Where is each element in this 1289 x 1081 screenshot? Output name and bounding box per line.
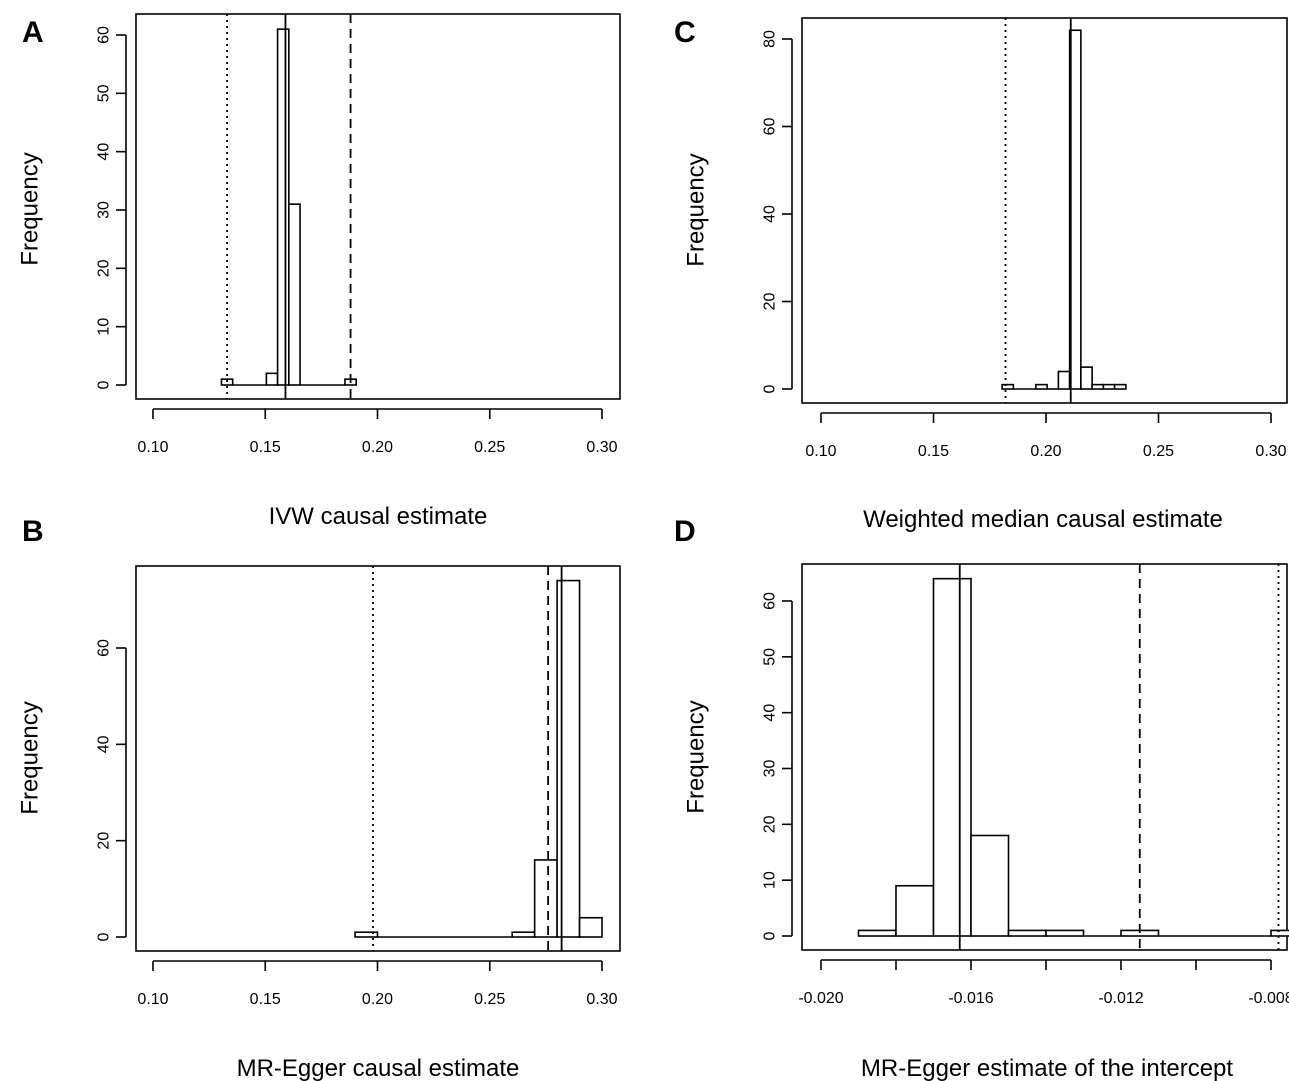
x-tick-label: 0.30 <box>586 439 617 456</box>
histogram-bar <box>511 931 536 938</box>
panel-c-histogram: C 0.10 0.15 0.20 0.25 0.30 0 20 40 60 80 Weighted … <box>674 16 1288 533</box>
histogram-bar <box>1045 929 1085 937</box>
histogram-bar <box>1080 366 1093 390</box>
y-tick-label: 20 <box>96 259 113 277</box>
y-tick-label: 30 <box>96 201 113 219</box>
plot-frame <box>135 565 621 952</box>
y-tick-label: 60 <box>96 639 113 657</box>
plot-frame <box>801 17 1288 404</box>
panel-d-histogram: D -0.020 -0.016 -0.012 -0.008 0 10 20 30 40 50 60 M… <box>674 515 1289 1081</box>
y-tick-label: 50 <box>762 648 779 666</box>
histogram-bar <box>354 931 379 938</box>
y-tick-label: 40 <box>762 205 779 223</box>
y-tick-label: 10 <box>96 318 113 336</box>
x-tick-label: 0.25 <box>474 439 505 456</box>
histogram-bar <box>556 579 581 938</box>
panel-letter-d: D <box>674 515 696 548</box>
y-tick-label: 0 <box>762 931 779 940</box>
y-tick-label: 40 <box>96 735 113 753</box>
x-axis-label: MR-Egger causal estimate <box>237 1055 520 1081</box>
histogram-bar <box>1113 383 1127 390</box>
histogram-bar <box>578 916 603 938</box>
y-tick-label: 0 <box>762 384 779 393</box>
histogram-bar <box>970 834 1010 937</box>
x-tick-label: 0.15 <box>918 443 949 460</box>
plot-frame <box>135 13 621 400</box>
histogram-bar <box>1001 383 1015 390</box>
x-tick-label: 0.15 <box>250 439 281 456</box>
histogram-bar <box>288 203 301 386</box>
y-tick-label: 20 <box>762 293 779 311</box>
y-tick-label: 40 <box>96 143 113 161</box>
x-tick-label: -0.012 <box>1098 990 1143 1007</box>
histogram-bar <box>932 577 972 937</box>
x-tick-label: 0.30 <box>1255 443 1286 460</box>
y-tick-label: 60 <box>96 26 113 44</box>
y-tick-label: 60 <box>762 592 779 610</box>
y-tick-label: 20 <box>762 815 779 833</box>
x-axis-label: MR-Egger estimate of the intercept <box>861 1055 1233 1081</box>
panel-b-histogram: B 0.10 0.15 0.20 0.25 0.30 0 20 40 60 MR-Egger ca… <box>17 515 621 1081</box>
x-tick-label: 0.30 <box>586 991 617 1008</box>
histogram-bar <box>895 884 935 937</box>
y-tick-label: 0 <box>96 932 113 941</box>
y-tick-label: 20 <box>96 832 113 850</box>
x-tick-label: 0.10 <box>805 443 836 460</box>
y-axis-label: Frequency <box>683 700 710 813</box>
x-tick-label: 0.25 <box>1143 443 1174 460</box>
panel-letter-c: C <box>674 16 696 49</box>
x-tick-label: -0.020 <box>798 990 843 1007</box>
histogram-bar <box>220 378 234 386</box>
x-axis-label: IVW causal estimate <box>269 503 488 530</box>
y-tick-label: 30 <box>762 760 779 778</box>
y-axis-label: Frequency <box>683 153 710 266</box>
x-tick-label: 0.20 <box>1030 443 1061 460</box>
x-tick-label: 0.10 <box>137 991 168 1008</box>
histogram-bar <box>265 372 279 386</box>
panel-a-histogram: A 0.10 0.15 0.20 0.25 0.30 0 10 20 30 40 50 60 IVW c… <box>17 13 621 530</box>
histogram-bar <box>276 28 290 386</box>
histogram-bar <box>1270 929 1289 937</box>
histogram-bar <box>1057 370 1071 390</box>
panel-letter-a: A <box>22 16 44 49</box>
x-tick-label: 0.20 <box>362 991 393 1008</box>
y-axis-label: Frequency <box>17 701 44 814</box>
y-tick-label: 0 <box>96 380 113 389</box>
y-tick-label: 80 <box>762 30 779 48</box>
panel-letter-b: B <box>22 515 44 548</box>
x-tick-label: -0.008 <box>1248 990 1289 1007</box>
x-tick-label: 0.20 <box>362 439 393 456</box>
y-tick-label: 50 <box>96 84 113 102</box>
y-tick-label: 10 <box>762 871 779 889</box>
histogram-bar <box>1035 383 1048 390</box>
histogram-bar <box>1102 383 1116 390</box>
x-tick-label: -0.016 <box>948 990 993 1007</box>
y-tick-label: 60 <box>762 118 779 136</box>
y-tick-label: 40 <box>762 704 779 722</box>
histogram-bar <box>533 859 558 938</box>
histogram-bar <box>1091 383 1105 390</box>
x-tick-label: 0.10 <box>137 439 168 456</box>
histogram-bar <box>857 929 897 937</box>
histogram-bar <box>1007 929 1047 937</box>
plot-frame <box>801 563 1288 951</box>
x-tick-label: 0.25 <box>474 991 505 1008</box>
histogram-bar <box>1068 29 1082 390</box>
x-axis-label: Weighted median causal estimate <box>863 506 1223 533</box>
x-tick-label: 0.15 <box>250 991 281 1008</box>
y-axis-label: Frequency <box>17 152 44 265</box>
